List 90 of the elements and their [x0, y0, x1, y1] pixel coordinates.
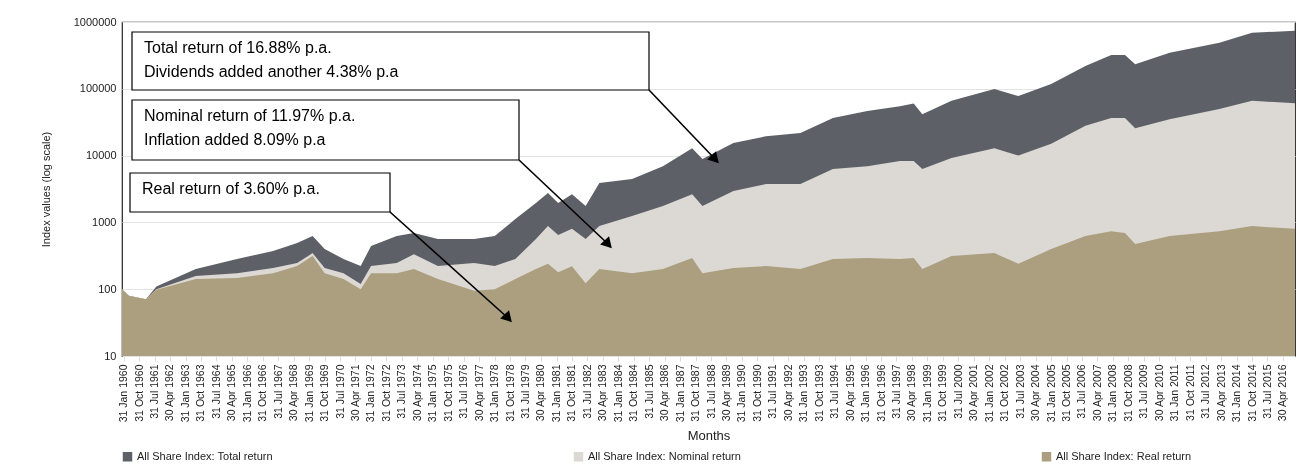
x-tick-label: 31 Oct 1963 — [194, 364, 207, 422]
x-tick-label: 31 Oct 2011 — [1183, 364, 1196, 421]
x-tick-label: 30 Apr 1977 — [472, 364, 485, 422]
x-tick-label: 30 Apr 2010 — [1152, 364, 1165, 422]
x-tick-label: 31 Jan 1993 — [797, 364, 810, 423]
x-tick-label: 31 Jul 1961 — [148, 364, 161, 419]
y-tick-label: 10 — [104, 349, 117, 362]
x-tick-label: 31 Jan 1960 — [117, 364, 130, 423]
x-tick-label: 30 Apr 1980 — [534, 364, 547, 422]
x-tick-label: 31 Jul 1979 — [518, 364, 531, 419]
x-axis-title: Months — [687, 428, 731, 444]
x-tick-label: 30 Apr 1971 — [348, 364, 361, 422]
y-tick-label: 100000 — [79, 82, 117, 95]
x-tick-label: 31 Jan 1972 — [364, 364, 377, 423]
annotation: Total return of 16.88% p.a. Dividends added another 4.38% p.a — [144, 39, 399, 80]
x-tick-label: 31 Jan 1963 — [179, 364, 192, 423]
y-tick-label: 1000 — [92, 215, 117, 228]
x-tick-label: 31 Oct 2008 — [1121, 364, 1134, 422]
x-tick-label: 31 Jan 1999 — [920, 364, 933, 423]
x-tick-label: 30 Apr 1965 — [225, 364, 238, 422]
x-tick-label: 31 Jan 1981 — [550, 364, 563, 423]
x-tick-label: 31 Oct 1969 — [318, 364, 331, 422]
x-tick-label: 30 Apr 2013 — [1214, 364, 1227, 422]
y-tick-label: 1000000 — [73, 15, 117, 28]
x-tick-label: 31 Jan 1987 — [673, 364, 686, 423]
x-tick-label: 30 Apr 2007 — [1090, 364, 1103, 422]
x-tick-label: 31 Jul 2003 — [1013, 364, 1026, 419]
annotation: Nominal return of 11.97% p.a. Inflation added 8.09% p.a — [144, 107, 356, 148]
x-tick-label: 31 Jul 1994 — [828, 364, 841, 419]
x-tick-label: 30 Apr 1962 — [163, 364, 176, 422]
x-tick-label: 31 Oct 1960 — [132, 364, 145, 422]
x-tick-label: 31 Oct 1999 — [936, 364, 949, 422]
y-axis-title: Index values (log scale) — [39, 131, 52, 248]
x-tick-label: 31 Oct 2002 — [998, 364, 1011, 422]
x-tick-label: 31 Jul 1967 — [271, 364, 284, 419]
x-tick-label: 31 Jul 1997 — [889, 364, 902, 419]
x-tick-label: 31 Oct 1975 — [441, 364, 454, 422]
x-tick-label: 31 Jan 2014 — [1230, 364, 1243, 423]
x-tick-label: 31 Jul 1988 — [704, 364, 717, 419]
legend-label: All Share Index: Total return — [137, 449, 273, 462]
x-tick-label: 31 Oct 1972 — [379, 364, 392, 422]
x-tick-label: 31 Jul 1985 — [642, 364, 655, 419]
x-tick-label: 31 Jan 1975 — [426, 364, 439, 423]
x-tick-label: 30 Apr 1983 — [596, 364, 609, 422]
x-tick-label: 31 Jul 2012 — [1199, 364, 1212, 419]
x-tick-label: 31 Oct 2014 — [1245, 364, 1258, 422]
x-tick-label: 31 Jul 1970 — [333, 364, 346, 419]
x-tick-label: 30 Apr 1995 — [843, 364, 856, 422]
x-tick-label: 31 Oct 2005 — [1060, 364, 1073, 422]
x-tick-label: 31 Jul 1991 — [766, 364, 779, 419]
x-tick-label: 31 Jan 2005 — [1044, 364, 1057, 423]
x-tick-label: 31 Oct 1990 — [750, 364, 763, 422]
x-tick-label: 30 Apr 2016 — [1276, 364, 1289, 422]
x-tick-label: 31 Jul 1982 — [580, 364, 593, 419]
x-tick-label: 31 Jan 1990 — [735, 364, 748, 423]
x-tick-label: 31 Jul 2009 — [1137, 364, 1150, 419]
x-tick-label: 31 Jan 1984 — [611, 364, 624, 423]
x-tick-label: 31 Oct 1981 — [565, 364, 578, 422]
x-tick-label: 31 Jan 1966 — [240, 364, 253, 423]
annotation: Real return of 3.60% p.a. — [142, 180, 320, 197]
x-tick-label: 30 Apr 1998 — [905, 364, 918, 422]
x-tick-label: 31 Oct 1993 — [812, 364, 825, 422]
x-tick-label: 30 Apr 2001 — [967, 364, 980, 422]
x-tick-label: 30 Apr 1989 — [719, 364, 732, 422]
x-tick-label: 31 Oct 1984 — [627, 364, 640, 422]
x-tick-label: 31 Oct 1996 — [874, 364, 887, 422]
x-tick-label: 30 Apr 1986 — [658, 364, 671, 422]
x-tick-label: 31 Jan 1996 — [859, 364, 872, 423]
x-tick-label: 30 Apr 1968 — [287, 364, 300, 422]
y-tick-label: 10000 — [85, 149, 117, 162]
y-tick-label: 100 — [98, 282, 117, 295]
x-tick-label: 31 Jul 2000 — [951, 364, 964, 419]
x-tick-label: 30 Apr 2004 — [1029, 364, 1042, 422]
x-tick-label: 31 Jul 1973 — [395, 364, 408, 419]
x-tick-label: 31 Jul 1976 — [457, 364, 470, 419]
legend-label: All Share Index: Real return — [1056, 449, 1192, 462]
x-tick-label: 31 Oct 1987 — [689, 364, 702, 422]
legend-label: All Share Index: Nominal return — [588, 449, 741, 462]
x-tick-label: 31 Jul 2015 — [1260, 364, 1273, 419]
x-tick-label: 31 Jul 2006 — [1075, 364, 1088, 419]
x-tick-label: 31 Jan 2008 — [1106, 364, 1119, 423]
x-tick-label: 31 Jan 2011 — [1168, 364, 1181, 422]
x-tick-label: 30 Apr 1992 — [781, 364, 794, 422]
x-tick-label: 31 Oct 1966 — [256, 364, 269, 422]
x-tick-label: 31 Jan 1978 — [488, 364, 501, 423]
x-tick-label: 30 Apr 1974 — [410, 364, 423, 422]
x-tick-label: 31 Jul 1964 — [209, 364, 222, 419]
x-tick-label: 31 Jan 2002 — [982, 364, 995, 423]
x-tick-label: 31 Oct 1978 — [503, 364, 516, 422]
x-tick-label: 31 Jan 1969 — [302, 364, 315, 423]
